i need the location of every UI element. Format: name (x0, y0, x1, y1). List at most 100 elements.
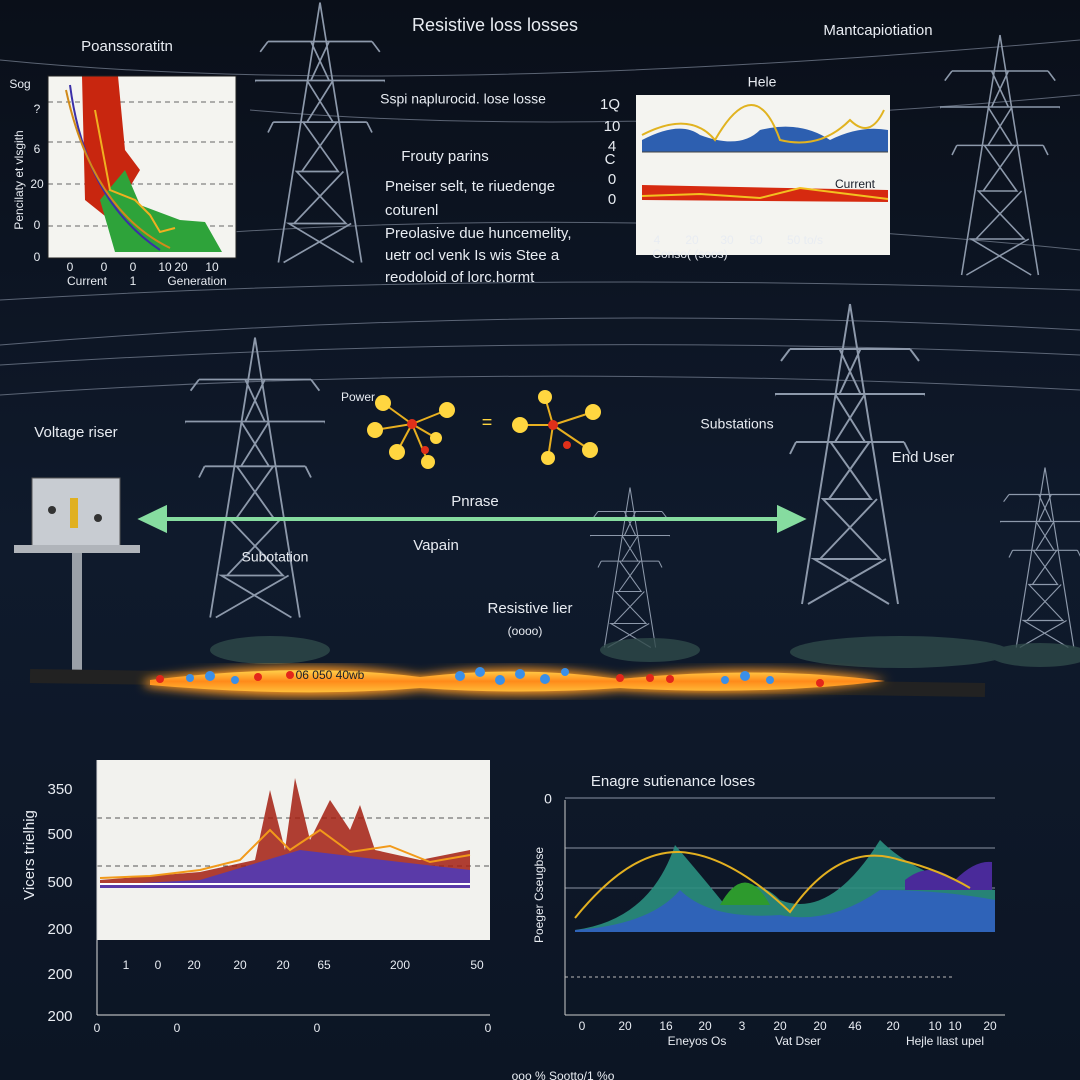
chart-title: Hele (748, 74, 777, 90)
band (642, 185, 888, 202)
y-tick-label: 0 (608, 191, 616, 208)
x-tick-label: 0 (485, 1021, 492, 1035)
transformer (14, 477, 140, 670)
top-right-label: Mantcapiotiation (823, 22, 932, 39)
x-tick-label: 20 (174, 260, 188, 274)
x-axis-label: Hejle llast upel (906, 1034, 984, 1048)
x-tick-label: 20 (187, 958, 201, 972)
body-text: coturenl (385, 202, 438, 219)
x-tick-label: 0 (101, 260, 108, 274)
curve (641, 186, 889, 200)
x-tick-label: 50 (470, 958, 484, 972)
x-tick-label: 30 (720, 233, 734, 247)
x-tick-label: 10 (158, 260, 172, 274)
cable-label: 06 050 40wb (296, 668, 365, 682)
area (100, 778, 470, 885)
y-tick-label: 200 (47, 966, 72, 983)
frame (47, 75, 237, 259)
x-axis-label: Current (67, 274, 108, 288)
x-tick-label: 4 (654, 233, 661, 247)
x-tick-label: 10 (205, 260, 219, 274)
y-tick-label: 200 (47, 921, 72, 938)
area (642, 126, 888, 152)
y-tick-label: C (605, 151, 616, 168)
subtitle: Sspi naplurocid. lose losse (380, 91, 546, 107)
label: Vapain (413, 537, 459, 554)
curve (65, 89, 171, 249)
body-text: uetr ocl venk Is wis Stee a (385, 247, 560, 264)
y-tick-label: 6 (34, 142, 41, 156)
bottom-right-chart (564, 797, 1005, 1016)
equals: = (482, 412, 493, 432)
area (575, 890, 995, 932)
x-axis-label: Generation (167, 274, 226, 288)
y-tick-label: 0 (544, 791, 552, 807)
chart-title: Enagre sutienance loses (591, 773, 755, 790)
flow-arrow (137, 504, 807, 534)
body-text: reodoloid of lorc.hormt (385, 269, 535, 286)
x-tick-label: 50 (749, 233, 763, 247)
area (100, 850, 470, 888)
x-axis-label: Conso( (soos) (652, 247, 727, 261)
y-tick-label: 500 (47, 826, 72, 843)
x-tick-label: 20 (983, 1019, 997, 1033)
area (100, 170, 222, 252)
body-text: Pneiser selt, te riuedenge (385, 178, 555, 195)
y-tick-label: 4 (608, 138, 616, 155)
y-tick-label: 0 (608, 171, 616, 188)
x-tick-label: 16 (659, 1019, 673, 1033)
y-tick-label: 1Q (600, 96, 620, 113)
x-tick-label: 20 (233, 958, 247, 972)
label: Resistive lier (487, 600, 572, 617)
top-right-chart (636, 95, 890, 255)
label: Pnrase (451, 493, 499, 510)
x-tick-label: 3 (739, 1019, 746, 1033)
y-axis-label: Vicers trielhig (21, 810, 38, 900)
body-text: Preolasive due huncemelity, (385, 225, 572, 242)
top-left-chart (47, 75, 237, 259)
footer: ooo % Sootto/1 %o (512, 1069, 615, 1080)
cable (29, 666, 986, 697)
x-tick-label: 20 (813, 1019, 827, 1033)
y-tick-label: 10 (604, 118, 621, 135)
x-tick-label: 65 (317, 958, 331, 972)
curve (69, 84, 161, 251)
x-tick-label: 0 (94, 1021, 101, 1035)
y-tick-label: 20 (30, 177, 44, 191)
x-tick-label: 20 (886, 1019, 900, 1033)
y-tick-label: ? (34, 102, 41, 116)
label: Voltage riser (34, 424, 117, 441)
y-tick-label: 0 (34, 218, 41, 232)
x-tick-label: 20 (698, 1019, 712, 1033)
x-tick-label: 0 (67, 260, 74, 274)
x-tick-label: 0 (174, 1021, 181, 1035)
y-tick-label: 500 (47, 874, 72, 891)
x-tick-label: 0 (130, 260, 137, 274)
y-axis-label: Pencilaty et vlsgith (12, 130, 26, 229)
x-tick-label: 10 (928, 1019, 942, 1033)
shrubs (210, 636, 1080, 668)
x-axis-label: 1 (130, 274, 137, 288)
x-tick-label: 200 (390, 958, 410, 972)
title: Resistive loss losses (412, 15, 578, 35)
curve (99, 828, 471, 879)
curve (94, 109, 176, 234)
label: Power (341, 390, 375, 404)
y-tick-label: 200 (47, 1008, 72, 1025)
x-tick-label: 20 (773, 1019, 787, 1033)
x-tick-label: 1 (123, 958, 130, 972)
curve (574, 850, 971, 919)
heading: Frouty parins (401, 148, 489, 165)
label: (oooo) (508, 624, 543, 638)
y-tick-label: 350 (47, 781, 72, 798)
curve (641, 104, 885, 144)
x-axis-label: Vat Dser (775, 1034, 821, 1048)
x-tick-label: 0 (579, 1019, 586, 1033)
bottom-left-chart (96, 760, 490, 1016)
chart-title: Poanssoratitn (81, 38, 173, 55)
annotation: Current (835, 177, 876, 191)
x-tick-label: 50 to/s (787, 233, 823, 247)
x-tick-label: 20 (618, 1019, 632, 1033)
